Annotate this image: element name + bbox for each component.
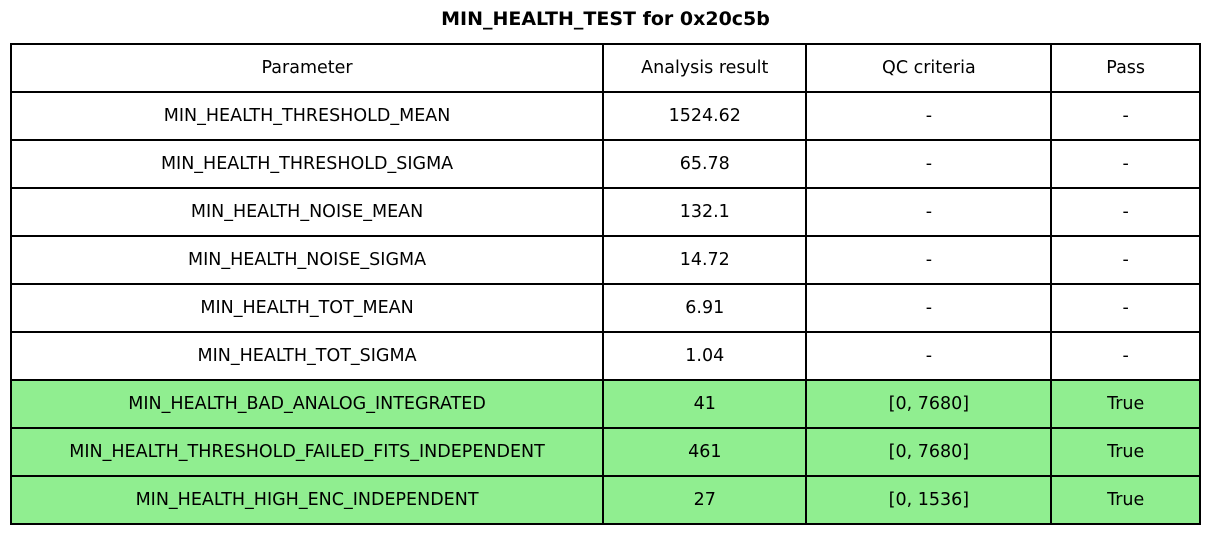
cell-pass: -	[1050, 283, 1201, 333]
cell-analysis-result: 14.72	[602, 235, 808, 285]
cell-pass: -	[1050, 235, 1201, 285]
table-row: MIN_HEALTH_BAD_ANALOG_INTEGRATED 41 [0, …	[9, 379, 1201, 429]
cell-qc-criteria: -	[805, 283, 1053, 333]
cell-pass: -	[1050, 331, 1201, 381]
column-header-analysis-result: Analysis result	[602, 43, 808, 93]
cell-parameter: MIN_HEALTH_THRESHOLD_FAILED_FITS_INDEPEN…	[9, 427, 605, 477]
cell-analysis-result: 27	[602, 475, 808, 525]
column-header-pass: Pass	[1050, 43, 1201, 93]
column-header-qc-criteria: QC criteria	[805, 43, 1053, 93]
cell-qc-criteria: [0, 1536]	[805, 475, 1053, 525]
table-row: MIN_HEALTH_THRESHOLD_FAILED_FITS_INDEPEN…	[9, 427, 1201, 477]
cell-parameter: MIN_HEALTH_TOT_MEAN	[9, 283, 605, 333]
cell-parameter: MIN_HEALTH_THRESHOLD_MEAN	[9, 91, 605, 141]
cell-qc-criteria: -	[805, 91, 1053, 141]
table-row: MIN_HEALTH_HIGH_ENC_INDEPENDENT 27 [0, 1…	[9, 475, 1201, 525]
cell-qc-criteria: [0, 7680]	[805, 427, 1053, 477]
cell-pass: -	[1050, 187, 1201, 237]
column-header-parameter: Parameter	[9, 43, 605, 93]
page-title: MIN_HEALTH_TEST for 0x20c5b	[441, 8, 770, 30]
cell-analysis-result: 41	[602, 379, 808, 429]
cell-qc-criteria: -	[805, 139, 1053, 189]
table-row: MIN_HEALTH_NOISE_SIGMA 14.72 - -	[9, 235, 1201, 285]
cell-parameter: MIN_HEALTH_NOISE_SIGMA	[9, 235, 605, 285]
cell-parameter: MIN_HEALTH_THRESHOLD_SIGMA	[9, 139, 605, 189]
qc-results-table: Parameter Analysis result QC criteria Pa…	[9, 43, 1201, 525]
table-row: MIN_HEALTH_NOISE_MEAN 132.1 - -	[9, 187, 1201, 237]
cell-parameter: MIN_HEALTH_TOT_SIGMA	[9, 331, 605, 381]
cell-parameter: MIN_HEALTH_BAD_ANALOG_INTEGRATED	[9, 379, 605, 429]
table-row: MIN_HEALTH_THRESHOLD_MEAN 1524.62 - -	[9, 91, 1201, 141]
cell-parameter: MIN_HEALTH_HIGH_ENC_INDEPENDENT	[9, 475, 605, 525]
cell-qc-criteria: -	[805, 235, 1053, 285]
table-header-row: Parameter Analysis result QC criteria Pa…	[9, 43, 1201, 93]
cell-pass: True	[1050, 427, 1201, 477]
table-row: MIN_HEALTH_TOT_SIGMA 1.04 - -	[9, 331, 1201, 381]
cell-pass: -	[1050, 139, 1201, 189]
cell-qc-criteria: -	[805, 331, 1053, 381]
cell-analysis-result: 1.04	[602, 331, 808, 381]
cell-analysis-result: 461	[602, 427, 808, 477]
cell-analysis-result: 6.91	[602, 283, 808, 333]
cell-pass: -	[1050, 91, 1201, 141]
cell-pass: True	[1050, 475, 1201, 525]
table-row: MIN_HEALTH_THRESHOLD_SIGMA 65.78 - -	[9, 139, 1201, 189]
cell-analysis-result: 65.78	[602, 139, 808, 189]
cell-analysis-result: 1524.62	[602, 91, 808, 141]
cell-qc-criteria: -	[805, 187, 1053, 237]
cell-parameter: MIN_HEALTH_NOISE_MEAN	[9, 187, 605, 237]
cell-pass: True	[1050, 379, 1201, 429]
table-row: MIN_HEALTH_TOT_MEAN 6.91 - -	[9, 283, 1201, 333]
cell-qc-criteria: [0, 7680]	[805, 379, 1053, 429]
cell-analysis-result: 132.1	[602, 187, 808, 237]
